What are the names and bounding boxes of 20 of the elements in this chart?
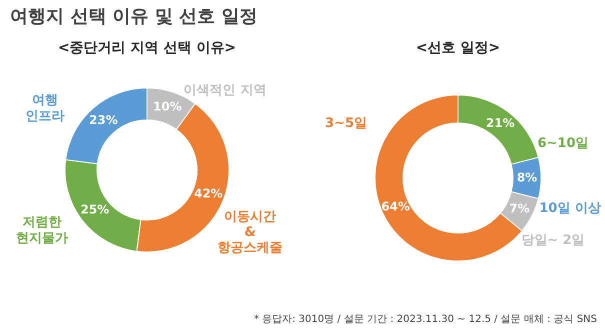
text: * 응답자: 3010명 / 설문 기간 : 2023.11.30 ~ 12.5 / 설문 매체 : 공식 SNS [254,314,597,325]
data-label: 8% [516,170,538,184]
chart-title: 여행지 선택 이유 및 선호 일정 [10,6,258,27]
data-label: 23% [88,112,118,127]
data-label: 42% [194,186,223,201]
chart-subtitle: <선호 일정> [416,40,500,56]
slice-label: 여행 인프라 [26,92,64,124]
slice-label: 3~5일 [325,116,367,131]
data-label: 10% [153,100,182,114]
data-label: 64% [381,200,410,214]
chart-subtitle: <중단거리 지역 선택 이유> [58,40,236,56]
slice-label: 이동시간 & 항공스케줄 [218,208,282,256]
slice-label: 저렴한 현지물가 [16,214,68,246]
slice-label: 이색적인 지역 [184,82,266,98]
slice-label: 10일 이상 [539,200,601,216]
data-label: 7% [509,202,530,216]
data-label: 25% [80,202,110,217]
slice-label: 6~10일 [537,136,589,151]
data-label: 21% [486,116,515,130]
slice-label: 당일~ 2일 [521,232,585,248]
